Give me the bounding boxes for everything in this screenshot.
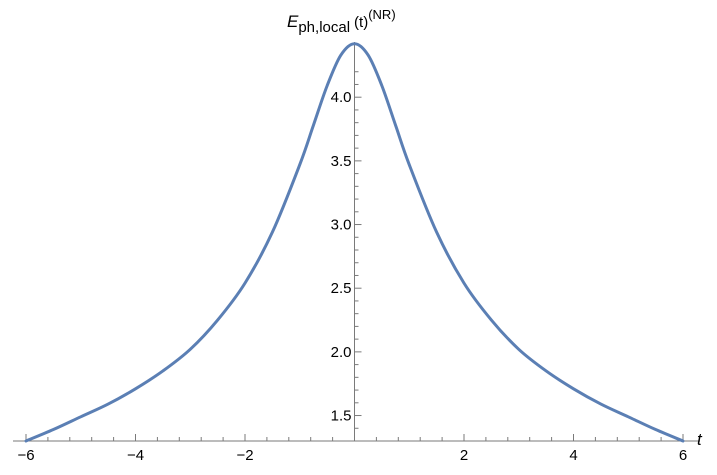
x-axis-title: t <box>697 430 703 449</box>
x-tick-label: −4 <box>127 447 144 464</box>
y-axis-title-argument: (t) <box>354 14 368 31</box>
y-axis: 1.5 2.0 2.5 3.0 3.5 4.0 Eph,local (t)(NR) <box>287 7 396 442</box>
y-axis-title: Eph,local (t)(NR) <box>287 7 396 36</box>
x-tick-label: −2 <box>236 447 253 464</box>
x-tick-labels: −6 −4 −2 2 4 6 <box>17 447 687 464</box>
x-tick-label: 6 <box>679 447 687 464</box>
x-tick-label: 4 <box>569 447 577 464</box>
y-axis-title-superscript: (NR) <box>368 7 395 22</box>
y-ticks <box>354 71 362 442</box>
x-ticks <box>25 434 684 441</box>
x-tick-label: 2 <box>460 447 468 464</box>
x-tick-label: −6 <box>17 447 34 464</box>
y-tick-label: 1.5 <box>331 408 352 425</box>
y-tick-label: 4.0 <box>331 89 352 106</box>
y-tick-label: 2.0 <box>331 344 352 361</box>
y-tick-label: 3.5 <box>331 153 352 170</box>
y-tick-label: 3.0 <box>331 217 352 234</box>
y-axis-title-symbol: E <box>287 12 299 31</box>
y-tick-label: 2.5 <box>331 280 352 297</box>
series-line <box>24 42 685 443</box>
x-axis: −6 −4 −2 2 4 6 t <box>13 430 703 464</box>
y-axis-title-subscript: ph,local <box>298 19 350 36</box>
y-tick-labels: 1.5 2.0 2.5 3.0 3.5 4.0 <box>331 89 352 424</box>
